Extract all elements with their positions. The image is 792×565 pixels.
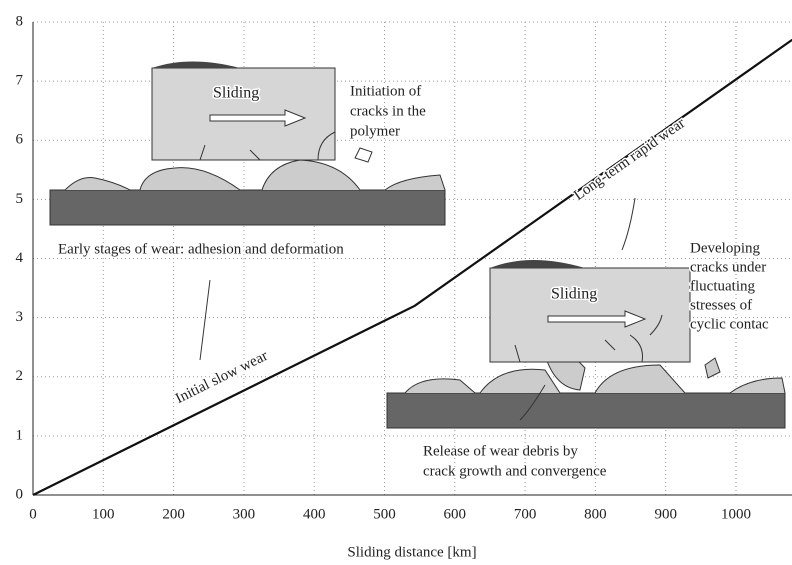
x-tick-label: 1000 — [721, 506, 751, 522]
annotation: Initial slow wear — [173, 348, 270, 407]
y-tick-label: 8 — [16, 13, 24, 29]
y-tick-label: 4 — [16, 250, 24, 266]
y-tick-label: 0 — [16, 486, 24, 502]
x-axis-label: Sliding distance [km] — [347, 544, 476, 560]
y-tick-label: 2 — [16, 368, 24, 384]
substrate — [50, 190, 445, 225]
substrate — [387, 393, 785, 428]
block-cap — [490, 260, 585, 268]
block-cap — [152, 62, 240, 69]
x-tick-label: 700 — [514, 506, 537, 522]
y-tick-label: 6 — [16, 132, 24, 148]
x-tick-label: 600 — [444, 506, 467, 522]
x-tick-label: 300 — [233, 506, 256, 522]
annotation: Sliding — [213, 85, 259, 102]
y-tick-label: 5 — [16, 191, 24, 207]
annotation: fluctuating — [690, 278, 755, 294]
annotation: Sliding — [551, 286, 597, 303]
annotation: Long-term rapid wear — [571, 115, 688, 204]
annotation: polymer — [350, 123, 400, 139]
y-tick-label: 1 — [16, 427, 24, 443]
polymer-block — [152, 68, 335, 160]
annotation: Early stages of wear: adhesion and defor… — [58, 241, 344, 257]
x-tick-label: 100 — [92, 506, 115, 522]
annotation: Developing — [690, 240, 760, 256]
x-tick-label: 800 — [584, 506, 607, 522]
polymer-block — [490, 268, 690, 362]
x-tick-label: 400 — [303, 506, 326, 522]
annotation: crack growth and convergence — [423, 463, 607, 479]
y-tick-label: 7 — [16, 73, 24, 89]
annotation: cyclic contac — [690, 316, 769, 332]
annotation: cracks in the — [350, 103, 426, 119]
x-tick-label: 200 — [162, 506, 185, 522]
annotation: Initiation of — [350, 83, 421, 99]
asperities — [65, 160, 445, 190]
chart: 0 1 2 3 4 5 6 7 8 0 100 200 300 400 500 600 700 800 900 100… — [0, 0, 792, 565]
x-tick-label: 900 — [654, 506, 677, 522]
y-tick-label: 3 — [16, 309, 24, 325]
x-tick-label: 0 — [29, 506, 37, 522]
annotation: Release of wear debris by — [423, 443, 578, 459]
page: 0 1 2 3 4 5 6 7 8 0 100 200 300 400 500 600 700 800 900 100… — [0, 0, 792, 565]
annotation: cracks under — [690, 259, 766, 275]
x-tick-label: 500 — [373, 506, 396, 522]
annotation: stresses of — [690, 297, 752, 313]
